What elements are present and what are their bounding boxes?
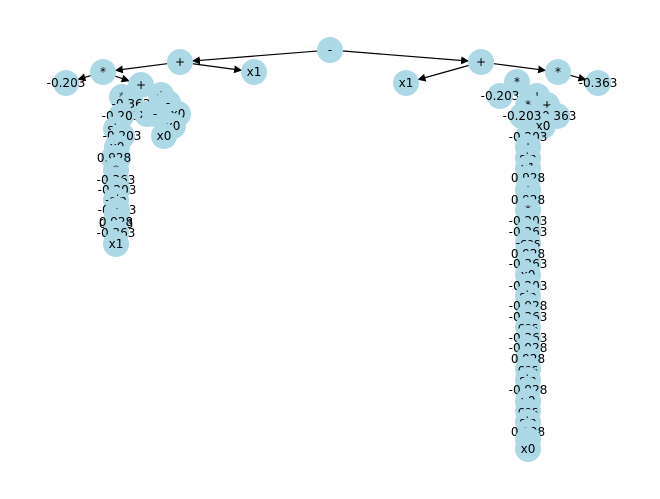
tree-node: -0.203 (503, 103, 542, 129)
node-circle (241, 59, 267, 85)
node-label: * (555, 65, 561, 79)
node-circle (53, 70, 79, 96)
node-label: -0.203 (47, 76, 86, 90)
edge-r_plus-r_x1 (417, 64, 469, 82)
node-label: + (476, 55, 486, 69)
node-circle (317, 37, 343, 63)
node-circle (545, 59, 571, 85)
node-label: - (328, 43, 332, 57)
tree-node: x1 (241, 59, 267, 85)
edge-l_star-l_c203 (77, 73, 91, 82)
edge-r_plus-r_star (493, 63, 547, 74)
edge-r_star-r_c363 (570, 73, 587, 82)
node-label: x0 (157, 129, 172, 143)
node-circle (509, 103, 535, 129)
tree-node: - (317, 37, 343, 63)
node-label: - (153, 107, 157, 121)
tree-node: * (545, 59, 571, 85)
node-circle (487, 83, 513, 109)
edge-l_star-l_plus2 (115, 74, 130, 83)
node-circle (151, 123, 177, 149)
tree-node: * (90, 59, 116, 85)
node-circle (515, 436, 541, 462)
node-label: * (514, 75, 520, 89)
node-label: + (542, 98, 552, 112)
node-label: x1 (399, 76, 414, 90)
tree-node: + (167, 49, 193, 75)
node-circle (468, 49, 494, 75)
node-label: -0.363 (579, 76, 618, 90)
node-circle (393, 70, 419, 96)
tree-node: x1 (103, 231, 129, 257)
node-label: - (166, 96, 170, 110)
node-label: -0.203 (481, 89, 520, 103)
node-circle (585, 70, 611, 96)
node-label: + (175, 55, 185, 69)
node-label: + (136, 78, 146, 92)
tree-node: -0.203 (481, 83, 520, 109)
tree-node: -0.203 (47, 70, 86, 96)
node-circle (167, 49, 193, 75)
edge-l_plus-l_x1 (192, 63, 243, 74)
node-label: x1 (109, 237, 124, 251)
nodes-layer: -+x1*-0.203+*-0.363-0.203x1sin-0.203x0*0… (47, 37, 618, 462)
node-label: x0 (521, 442, 536, 456)
tree-node: + (468, 49, 494, 75)
node-label: * (100, 65, 106, 79)
node-label: x1 (247, 65, 262, 79)
edge-root-l_plus (191, 50, 318, 65)
node-label: -0.203 (503, 109, 542, 123)
tree-node: -0.363 (579, 70, 618, 96)
tree-node: x1 (393, 70, 419, 96)
edge-root-r_plus (342, 50, 470, 65)
node-label: x0 (536, 119, 551, 133)
tree-node: x0 (151, 123, 177, 149)
node-circle (103, 231, 129, 257)
edges-layer (77, 50, 587, 83)
edge-l_plus-l_star (114, 63, 168, 74)
node-circle (90, 59, 116, 85)
tree-node: x0 (515, 436, 541, 462)
